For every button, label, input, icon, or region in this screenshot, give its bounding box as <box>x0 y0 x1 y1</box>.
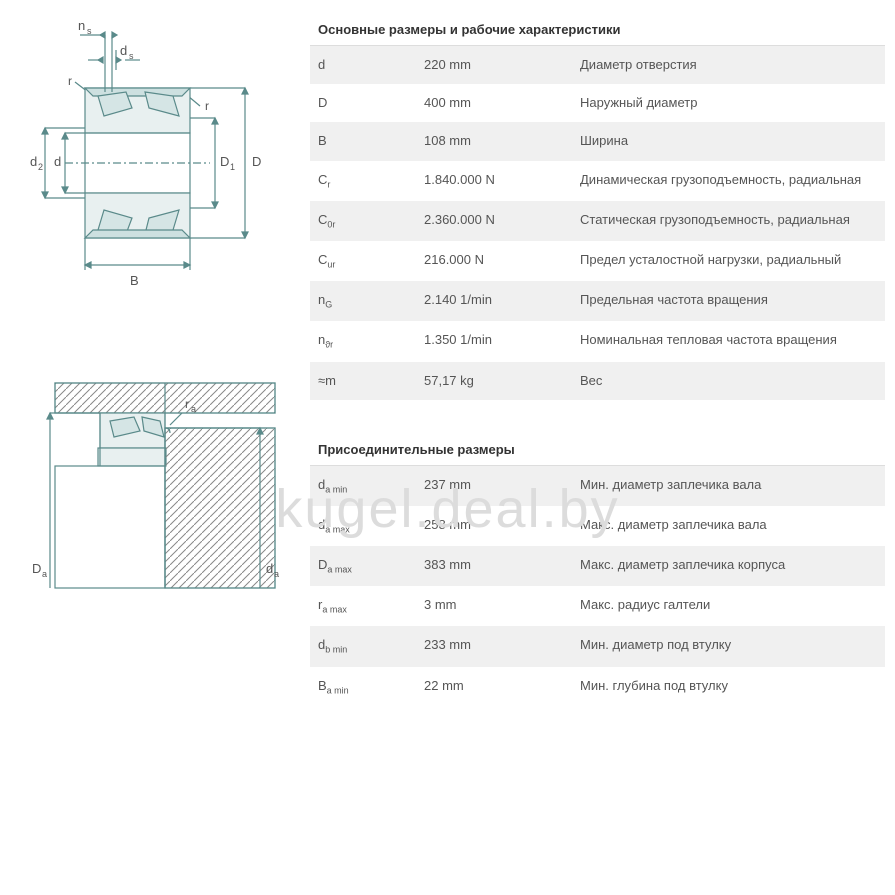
svg-text:2: 2 <box>38 162 43 172</box>
value-cell: 22 mm <box>416 667 572 707</box>
value-cell: 2.360.000 N <box>416 201 572 241</box>
table-row: Da max383 mmМакс. диаметр заплечика корп… <box>310 546 885 586</box>
value-cell: 57,17 kg <box>416 362 572 400</box>
symbol-cell: Cur <box>310 241 416 281</box>
symbol-cell: Ba min <box>310 667 416 707</box>
symbol-cell: ra max <box>310 586 416 626</box>
symbol-cell: da max <box>310 506 416 546</box>
svg-text:r: r <box>205 99 209 113</box>
svg-text:d: d <box>120 43 127 58</box>
symbol-cell: D <box>310 84 416 122</box>
symbol-cell: ≈m <box>310 362 416 400</box>
table-row: Cur216.000 NПредел усталостной нагрузки,… <box>310 241 885 281</box>
description-cell: Мин. глубина под втулку <box>572 667 885 707</box>
description-cell: Макс. радиус галтели <box>572 586 885 626</box>
symbol-cell: nG <box>310 281 416 321</box>
table-row: ≈m57,17 kgВес <box>310 362 885 400</box>
table-row: da min237 mmМин. диаметр заплечика вала <box>310 466 885 506</box>
table-row: ra max3 mmМакс. радиус галтели <box>310 586 885 626</box>
value-cell: 2.140 1/min <box>416 281 572 321</box>
symbol-cell: nϑr <box>310 321 416 361</box>
description-cell: Диаметр отверстия <box>572 46 885 84</box>
section1-title: Основные размеры и рабочие характеристик… <box>310 10 885 46</box>
description-cell: Наружный диаметр <box>572 84 885 122</box>
value-cell: 237 mm <box>416 466 572 506</box>
value-cell: 216.000 N <box>416 241 572 281</box>
svg-text:d: d <box>266 561 273 576</box>
svg-text:r: r <box>68 74 72 88</box>
table-row: Cr1.840.000 NДинамическая грузоподъемнос… <box>310 161 885 201</box>
symbol-cell: da min <box>310 466 416 506</box>
table-row: db min233 mmМин. диаметр под втулку <box>310 626 885 666</box>
value-cell: 220 mm <box>416 46 572 84</box>
description-cell: Статическая грузоподъемность, радиальная <box>572 201 885 241</box>
description-cell: Ширина <box>572 122 885 160</box>
value-cell: 1.840.000 N <box>416 161 572 201</box>
table-row: nϑr1.350 1/minНоминальная тепловая часто… <box>310 321 885 361</box>
description-cell: Мин. диаметр заплечика вала <box>572 466 885 506</box>
svg-text:D: D <box>252 154 261 169</box>
table-row: da max258 mmМакс. диаметр заплечика вала <box>310 506 885 546</box>
diagrams-column: n s d s r r <box>10 10 290 707</box>
svg-text:D: D <box>220 154 229 169</box>
table-row: C0r2.360.000 NСтатическая грузоподъемнос… <box>310 201 885 241</box>
description-cell: Макс. диаметр заплечика корпуса <box>572 546 885 586</box>
section2-table: da min237 mmМин. диаметр заплечика валаd… <box>310 466 885 707</box>
svg-text:D: D <box>32 561 41 576</box>
description-cell: Предельная частота вращения <box>572 281 885 321</box>
value-cell: 258 mm <box>416 506 572 546</box>
specs-column: Основные размеры и рабочие характеристик… <box>310 10 885 707</box>
description-cell: Номинальная тепловая частота вращения <box>572 321 885 361</box>
value-cell: 233 mm <box>416 626 572 666</box>
svg-text:r: r <box>185 397 189 411</box>
svg-text:a: a <box>42 569 47 579</box>
section2-title: Присоединительные размеры <box>310 430 885 466</box>
symbol-cell: d <box>310 46 416 84</box>
value-cell: 383 mm <box>416 546 572 586</box>
value-cell: 400 mm <box>416 84 572 122</box>
value-cell: 108 mm <box>416 122 572 160</box>
table-row: Ba min22 mmМин. глубина под втулку <box>310 667 885 707</box>
symbol-cell: Da max <box>310 546 416 586</box>
symbol-cell: db min <box>310 626 416 666</box>
description-cell: Мин. диаметр под втулку <box>572 626 885 666</box>
svg-text:1: 1 <box>230 162 235 172</box>
svg-text:a: a <box>274 569 279 579</box>
table-row: D400 mmНаружный диаметр <box>310 84 885 122</box>
table-row: B108 mmШирина <box>310 122 885 160</box>
description-cell: Предел усталостной нагрузки, радиальный <box>572 241 885 281</box>
symbol-cell: C0r <box>310 201 416 241</box>
symbol-cell: B <box>310 122 416 160</box>
svg-text:d: d <box>54 154 61 169</box>
diagram-main-dimensions: n s d s r r <box>10 10 290 313</box>
svg-text:n: n <box>78 18 85 33</box>
svg-text:B: B <box>130 273 139 288</box>
value-cell: 3 mm <box>416 586 572 626</box>
description-cell: Динамическая грузоподъемность, радиальна… <box>572 161 885 201</box>
symbol-cell: Cr <box>310 161 416 201</box>
value-cell: 1.350 1/min <box>416 321 572 361</box>
diagram-mounting-dimensions: r a D <box>10 373 290 636</box>
table-row: nG2.140 1/minПредельная частота вращения <box>310 281 885 321</box>
description-cell: Вес <box>572 362 885 400</box>
table-row: d220 mmДиаметр отверстия <box>310 46 885 84</box>
svg-text:d: d <box>30 154 37 169</box>
description-cell: Макс. диаметр заплечика вала <box>572 506 885 546</box>
svg-text:a: a <box>191 404 196 414</box>
section1-table: d220 mmДиаметр отверстияD400 mmНаружный … <box>310 46 885 400</box>
